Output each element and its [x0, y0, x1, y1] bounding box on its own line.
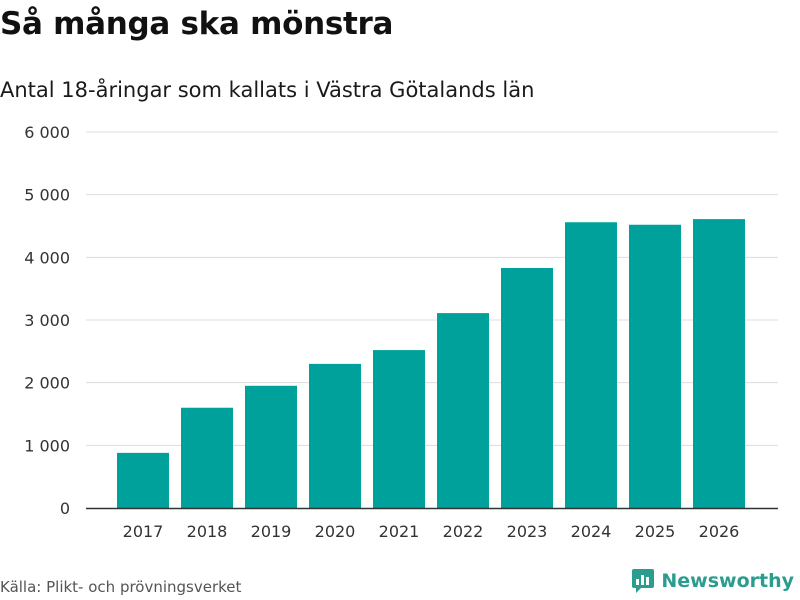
- x-tick-label: 2025: [635, 522, 676, 541]
- bar-2024: [565, 222, 617, 509]
- bar-chart: 0 1 000 2 000 3 000 4 000 5 000 6 000 2017 2018…: [24, 123, 778, 541]
- y-tick-label: 5 000: [24, 186, 70, 205]
- y-tick-label: 1 000: [24, 436, 70, 455]
- bar-2026: [693, 219, 745, 508]
- x-tick-label: 2019: [251, 522, 292, 541]
- y-axis-tick-labels: 0 1 000 2 000 3 000 4 000 5 000 6 000: [24, 123, 70, 518]
- bar-2017: [117, 452, 169, 508]
- brand-logo[interactable]: Newsworthy: [631, 568, 794, 594]
- y-tick-label: 2 000: [24, 374, 70, 393]
- x-axis-tick-labels: 2017 2018 2019 2020 2021 2022 2023 2024 2025 2026: [123, 522, 740, 541]
- y-tick-label: 3 000: [24, 311, 70, 330]
- y-tick-label: 6 000: [24, 123, 70, 142]
- bar-2021: [373, 350, 425, 508]
- y-tick-label: 4 000: [24, 248, 70, 267]
- bars: [117, 219, 745, 509]
- x-tick-label: 2020: [315, 522, 356, 541]
- bar-2023: [501, 267, 553, 508]
- bar-2020: [309, 363, 361, 508]
- x-tick-label: 2017: [123, 522, 164, 541]
- bar-2022: [437, 313, 489, 508]
- source-note: Källa: Plikt- och prövningsverket: [0, 578, 242, 596]
- x-tick-label: 2023: [507, 522, 548, 541]
- bar-chart-logo-icon: [632, 569, 655, 593]
- x-tick-label: 2021: [379, 522, 420, 541]
- x-tick-label: 2022: [443, 522, 484, 541]
- bar-2019: [245, 385, 297, 508]
- bar-2025: [629, 224, 681, 508]
- brand-name: Newsworthy: [661, 570, 794, 592]
- x-tick-label: 2026: [699, 522, 740, 541]
- x-tick-label: 2018: [187, 522, 228, 541]
- bar-2018: [181, 407, 233, 508]
- chart-subtitle: Antal 18-åringar som kallats i Västra Gö…: [0, 78, 535, 102]
- chart-title: Så många ska mönstra: [0, 6, 394, 42]
- x-tick-label: 2024: [571, 522, 612, 541]
- y-tick-label: 0: [60, 499, 70, 518]
